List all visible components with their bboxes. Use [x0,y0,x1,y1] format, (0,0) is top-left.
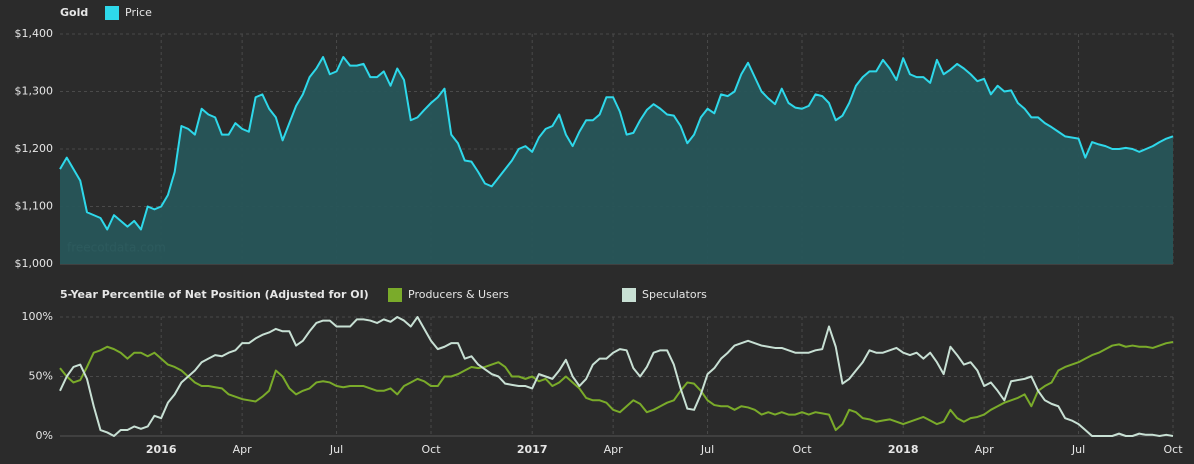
series-line [59,56,1174,231]
y-tick-label: $1,300 [15,85,54,98]
x-tick-label: 2016 [146,443,177,456]
x-tick-label: Apr [604,443,624,456]
legend-label: Producers & Users [408,288,509,301]
legend-label: Speculators [642,288,707,301]
y-tick-label: $1,100 [15,200,54,213]
x-tick-label: Apr [975,443,995,456]
area-fill [60,57,1173,264]
x-tick-label: Apr [233,443,253,456]
chart-title: 5-Year Percentile of Net Position (Adjus… [60,288,369,301]
x-tick-label: Oct [421,443,441,456]
y-tick-label: $1,400 [15,27,54,40]
y-tick-label: 50% [29,370,53,383]
x-tick-label: Oct [792,443,812,456]
series-line [59,316,1174,437]
x-tick-label: 2017 [517,443,548,456]
x-tick-label: Oct [1163,443,1183,456]
y-tick-label: $1,000 [15,257,54,270]
x-tick-label: 2018 [888,443,919,456]
y-tick-label: $1,200 [15,142,54,155]
legend-label: Price [125,6,152,19]
legend-swatch [105,6,119,20]
legend-swatch [622,288,636,302]
chart-title: Gold [60,6,88,19]
x-tick-label: Jul [329,443,343,456]
legend-swatch [388,288,402,302]
x-tick-label: Jul [700,443,714,456]
y-tick-label: 0% [36,429,53,442]
y-tick-label: 100% [22,310,53,323]
series-line [59,341,1174,432]
x-tick-label: Jul [1071,443,1085,456]
